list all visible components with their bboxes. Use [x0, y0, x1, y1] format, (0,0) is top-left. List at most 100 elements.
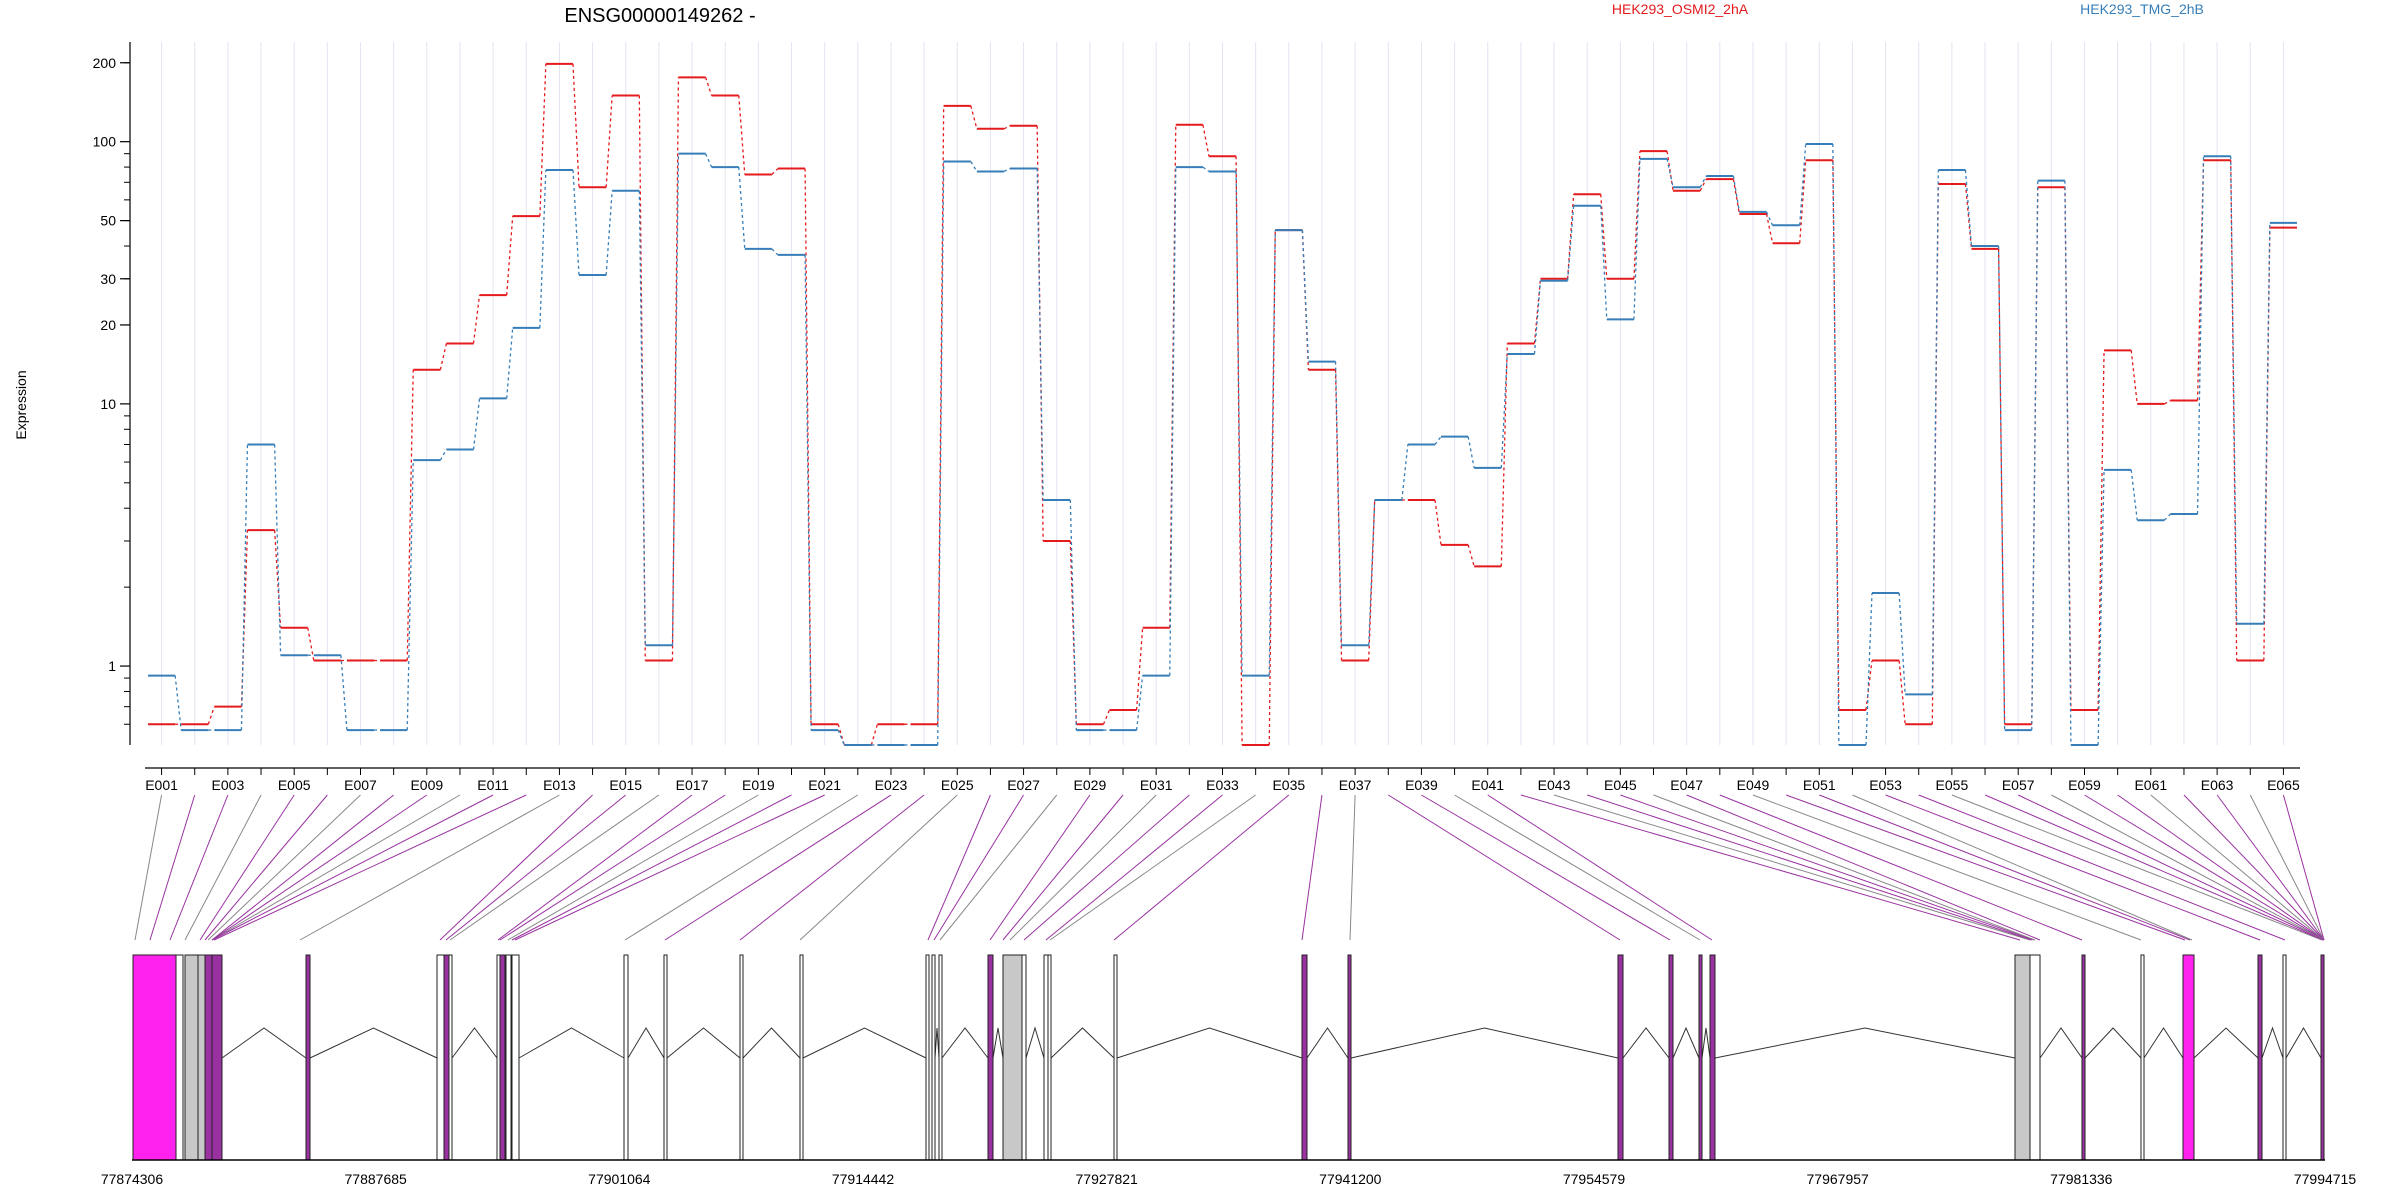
exon-connector: [1785, 794, 2186, 941]
exon-connector: [624, 794, 859, 941]
exon-block: [505, 954, 512, 1161]
exon-connector: [1653, 794, 2036, 941]
series-connector: [605, 95, 613, 188]
series-connector: [1600, 205, 1608, 320]
series-connector: [207, 706, 215, 725]
exon-block: [197, 954, 206, 1161]
intron-line: [451, 1027, 498, 1059]
exon-connector: [497, 794, 693, 941]
series-connector: [572, 63, 580, 188]
series-connector: [937, 105, 945, 725]
exon-block: [1047, 954, 1052, 1161]
exon-block: [443, 954, 450, 1161]
exon-connector: [2282, 794, 2325, 941]
series-connector: [1500, 343, 1508, 567]
exon-block: [987, 954, 994, 1161]
series-connector: [1135, 627, 1144, 711]
x-tick-label: E057: [2002, 777, 2035, 793]
exon-connector: [1421, 794, 1671, 941]
x-tick-label: E001: [145, 777, 178, 793]
axes-layer: 1 10 20 30 50 100 200: [93, 42, 2300, 769]
series-connector: [638, 190, 646, 646]
exon-connector: [211, 794, 461, 941]
x-tick-label: E049: [1737, 777, 1770, 793]
exon-connector: [507, 794, 759, 941]
series-connector: [1268, 230, 1276, 746]
exon-connector: [1587, 794, 2033, 941]
exon-connector: [664, 794, 892, 941]
series-connector: [472, 294, 481, 344]
intron-line: [666, 1027, 741, 1059]
exon-connector: [739, 794, 925, 941]
y-axis-label: Expression: [13, 370, 29, 439]
exon-connector: [213, 794, 527, 941]
x-tick-label: E023: [875, 777, 908, 793]
exon-connector: [933, 794, 1025, 941]
intron-line: [941, 1027, 989, 1059]
connector-lines: [134, 794, 2325, 941]
y-tick-label: 30: [100, 271, 116, 287]
exon-connector: [1885, 794, 2261, 941]
x-tick-labels: E001 E003 E005 E007 E009 E011 E013 E015 E017 E019…: [145, 768, 2300, 793]
series-connector: [2196, 156, 2205, 515]
intron-line: [627, 1027, 665, 1059]
series-connector: [1964, 169, 1973, 247]
x-tick-label: E015: [609, 777, 642, 793]
intron-line: [221, 1027, 307, 1059]
series-connector: [1699, 175, 1707, 188]
exon-block: [1668, 954, 1674, 1161]
series-connector: [1434, 436, 1442, 445]
series-connector: [1467, 436, 1475, 469]
series-connector: [837, 729, 845, 746]
x-tick-label: E019: [742, 777, 775, 793]
exon-connector: [927, 794, 991, 941]
series-connector: [1865, 660, 1873, 711]
genomic-coordinate-label: 77901064: [588, 1171, 651, 1187]
exon-block: [448, 954, 453, 1161]
series-connector: [240, 444, 249, 731]
series-connector: [1997, 246, 2006, 731]
genomic-coordinate-label: 77994715: [2294, 1171, 2357, 1187]
series-connector: [1202, 124, 1210, 157]
grid-layer: [161, 42, 2284, 745]
y-tick-label: 100: [93, 134, 117, 150]
series-connector: [572, 169, 580, 276]
exon-connector: [1045, 794, 1223, 941]
exon-connector: [211, 794, 494, 941]
series-connector: [1500, 353, 1508, 468]
series-connector: [1799, 160, 1807, 244]
exon-connector: [989, 794, 1091, 941]
exon-connector: [439, 794, 593, 941]
exon-block: [739, 954, 744, 1161]
exon-block: [204, 954, 213, 1161]
exon-block: [2029, 954, 2041, 1161]
exon-connector: [1852, 794, 2193, 941]
y-tick-label: 1: [108, 658, 116, 674]
series-connector: [705, 153, 713, 168]
x-tick-label: E003: [212, 777, 245, 793]
exon-connector: [1009, 794, 1157, 941]
series-connector: [1865, 592, 1873, 746]
y-tick-label: 10: [100, 396, 116, 412]
legend-item-series-b: HEK293_TMG_2hB: [2080, 1, 2204, 17]
genomic-coordinate-label: 77967957: [1807, 1171, 1870, 1187]
x-tick-label: E031: [1140, 777, 1173, 793]
genomic-coordinate-label: 77914442: [832, 1171, 895, 1187]
series-connector: [1898, 660, 1906, 725]
exon-connector: [199, 794, 295, 941]
series-connector: [970, 105, 978, 129]
series-connector: [1832, 143, 1840, 746]
y-tick-label: 20: [100, 317, 116, 333]
series-connector: [738, 95, 746, 175]
exon-block: [2014, 954, 2031, 1161]
series-connector: [1069, 499, 1077, 731]
series-connector: [937, 161, 945, 746]
x-tick-label: E033: [1206, 777, 1239, 793]
exon-block: [1347, 954, 1352, 1161]
exon-connector: [1984, 794, 2324, 941]
exon-connector: [1752, 794, 2142, 941]
series-connector: [2064, 180, 2072, 746]
genomic-coordinate-label: 77927821: [1076, 1171, 1139, 1187]
exon-connector: [939, 794, 1058, 941]
exon-connector: [511, 794, 792, 941]
